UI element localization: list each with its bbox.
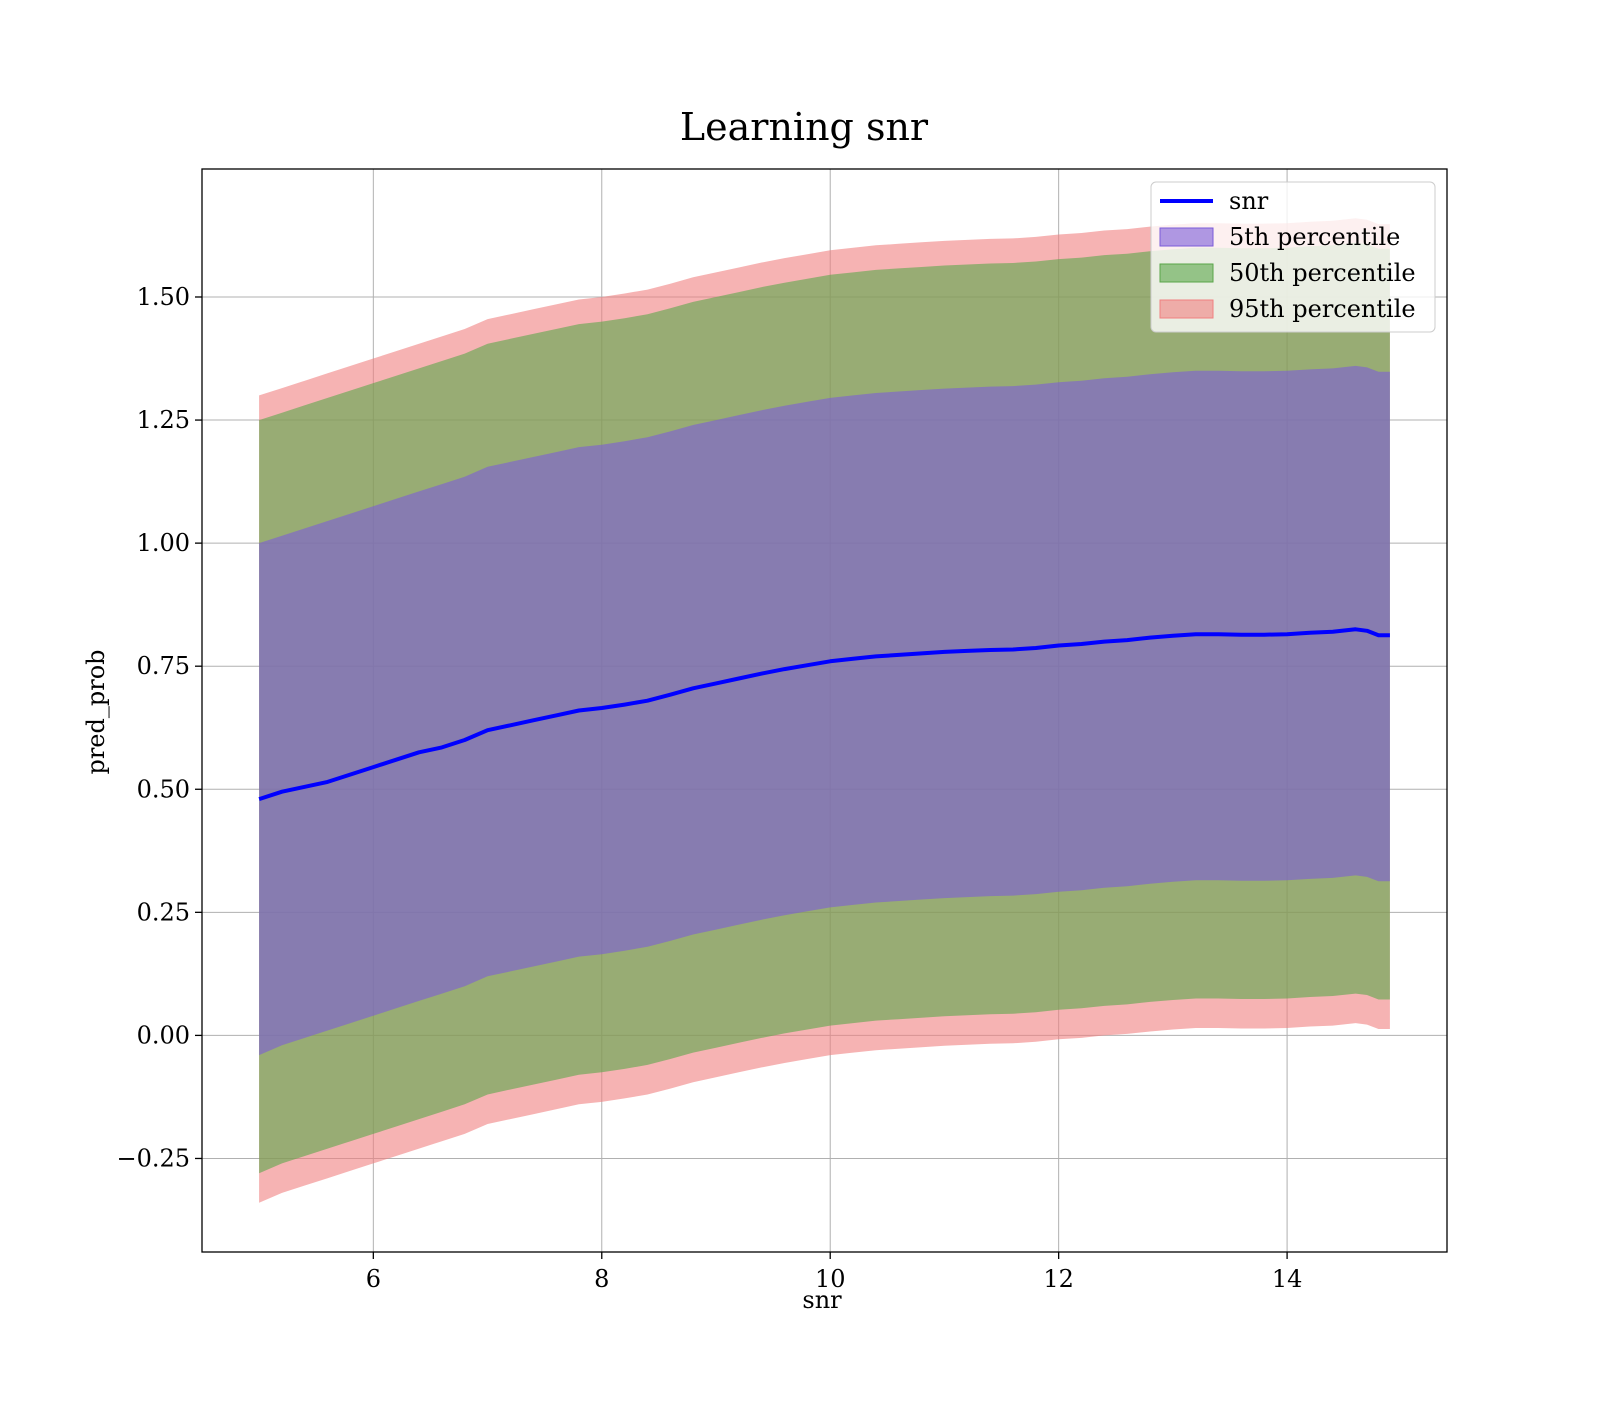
x-axis-label: snr [802, 1286, 842, 1314]
y-tick-label: 0.00 [137, 1021, 190, 1049]
legend-label: 5th percentile [1229, 223, 1400, 251]
y-tick-label: 1.50 [137, 283, 190, 311]
y-tick-label: 0.25 [137, 898, 190, 926]
legend-swatch-95th-percentile [1159, 299, 1214, 319]
legend-swatch-50th-percentile [1159, 263, 1214, 283]
y-tick-label: 0.75 [137, 652, 190, 680]
band-5th-percentile [259, 365, 1390, 1056]
x-tick-label: 8 [594, 1265, 609, 1293]
chart-title: Learning snr [680, 105, 929, 149]
x-tick-label: 12 [1043, 1265, 1074, 1293]
legend-label: 95th percentile [1229, 295, 1416, 323]
y-axis-label: pred_prob [82, 649, 110, 774]
legend: snr 5th percentile 50th percentile 95th per… [1150, 181, 1436, 333]
x-tick-label: 14 [1272, 1265, 1303, 1293]
legend-label: snr [1229, 187, 1269, 215]
y-tick-label: 0.50 [137, 775, 190, 803]
plot-area: 6 8 10 12 14 −0.25 0.00 0.25 0.50 0.75 1.00 1.25 1.5… [116, 168, 1448, 1293]
y-tick-label: 1.25 [137, 406, 190, 434]
legend-box [1150, 181, 1436, 333]
plot-frame [201, 168, 1448, 1253]
legend-swatch-5th-percentile [1159, 227, 1214, 247]
legend-label: 50th percentile [1229, 259, 1416, 287]
x-tick-label: 10 [815, 1265, 846, 1293]
y-tick-label: −0.25 [116, 1144, 190, 1172]
x-tick-label: 6 [366, 1265, 381, 1293]
series-line-snr [258, 627, 1390, 802]
y-tick-label: 1.00 [137, 529, 190, 557]
